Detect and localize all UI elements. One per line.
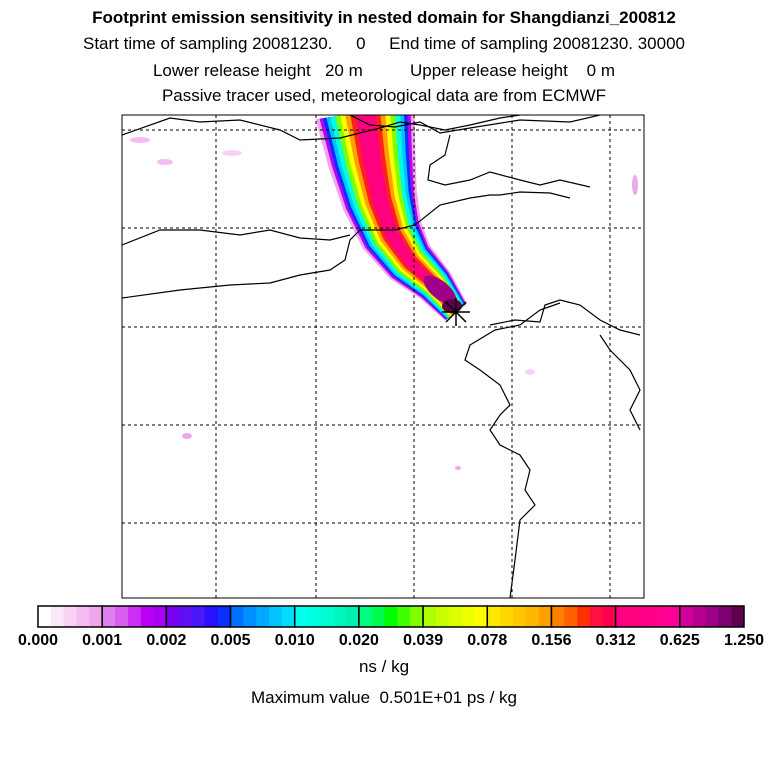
colorbar-swatch — [692, 606, 706, 627]
colorbar-swatch — [204, 606, 219, 627]
colorbar-swatch — [256, 606, 270, 627]
colorbar-swatch — [230, 606, 244, 627]
colorbar-tick-label: 0.010 — [275, 632, 315, 649]
colorbar-tick-label: 1.250 — [724, 632, 764, 649]
colorbar-swatch — [500, 606, 514, 627]
release-height-line: Lower release height 20 m Upper release … — [152, 61, 616, 80]
colorbar-swatch — [705, 606, 719, 627]
colorbar-swatch — [538, 606, 552, 627]
colorbar-swatch — [358, 606, 373, 627]
colorbar-swatch — [525, 606, 540, 627]
colorbar-swatch — [76, 606, 90, 627]
colorbar-swatch — [281, 606, 296, 627]
plume-core — [423, 275, 457, 305]
colorbar-swatch — [320, 606, 334, 627]
receptor-marker-icon — [442, 298, 470, 326]
colorbar-tick-label: 0.156 — [531, 632, 571, 649]
colorbar-swatch — [371, 606, 386, 627]
colorbar-tick-label: 0.000 — [18, 632, 58, 649]
colorbar-swatch — [654, 606, 668, 627]
tracer-info-line: Passive tracer used, meteorological data… — [161, 86, 607, 105]
colorbar-swatch — [615, 606, 629, 627]
colorbar-swatch — [410, 606, 424, 627]
colorbar-swatch — [38, 606, 52, 627]
colorbar-tick-label: 0.020 — [339, 632, 379, 649]
colorbar-swatch — [397, 606, 411, 627]
colorbar-swatch — [243, 606, 257, 627]
colorbar-swatch — [461, 606, 475, 627]
colorbar-swatch — [192, 606, 206, 627]
colorbar-swatch — [474, 606, 488, 627]
colorbar-swatch — [679, 606, 694, 627]
colorbar-tick-label: 0.002 — [146, 632, 186, 649]
colorbar-swatch — [551, 606, 565, 627]
colorbar-swatch — [179, 606, 193, 627]
colorbar-swatch — [217, 606, 232, 627]
colorbar-swatch — [512, 606, 527, 627]
colorbar-swatch — [423, 606, 437, 627]
colorbar-swatch — [346, 606, 360, 627]
colorbar-segment — [679, 605, 745, 628]
colorbar-swatch — [89, 606, 103, 627]
plume-band — [355, 115, 459, 314]
colorbar-swatch — [153, 606, 167, 627]
max-value-label: Maximum value 0.501E+01 ps / kg — [251, 688, 517, 707]
colorbar-swatch — [564, 606, 578, 627]
colorbar-swatch — [115, 606, 129, 627]
colorbar-swatch — [589, 606, 604, 627]
colorbar-swatch — [602, 606, 617, 627]
colorbar-unit-label: ns / kg — [358, 657, 410, 676]
colorbar-tick-label: 0.039 — [403, 632, 443, 649]
colorbar-swatch — [641, 606, 655, 627]
colorbar-swatch — [294, 606, 309, 627]
colorbar-swatch — [307, 606, 321, 627]
colorbar-swatch — [166, 606, 180, 627]
colorbar-swatch — [269, 606, 283, 627]
colorbar-swatch — [333, 606, 347, 627]
colorbar-swatch — [628, 606, 642, 627]
footprint-plume — [315, 115, 468, 321]
colorbar-swatch — [666, 606, 681, 627]
colorbar-swatch — [127, 606, 142, 627]
coastlines — [122, 115, 641, 598]
chart-title: Footprint emission sensitivity in nested… — [92, 8, 676, 27]
colorbar-swatch — [577, 606, 591, 627]
lat-lon-grid — [122, 115, 644, 598]
low-sensitivity-patches — [130, 137, 638, 470]
colorbar-tick-label: 0.001 — [82, 632, 122, 649]
colorbar-tick-label: 0.078 — [467, 632, 507, 649]
colorbar-swatch — [63, 606, 78, 627]
sampling-time-line: Start time of sampling 20081230. 0 End t… — [83, 34, 685, 53]
plume-core — [442, 299, 462, 313]
colorbar-swatch — [384, 606, 398, 627]
colorbar-swatch — [487, 606, 501, 627]
colorbar-swatch — [140, 606, 155, 627]
colorbar-swatch — [718, 606, 732, 627]
colorbar-swatch — [448, 606, 463, 627]
colorbar: 0.000 0.001 0.002 0.005 0.010 0.020 0.039 0.078… — [18, 605, 764, 649]
colorbar-tick-label: 0.312 — [596, 632, 636, 649]
colorbar-tick-label: 0.625 — [660, 632, 700, 649]
colorbar-swatch — [50, 606, 65, 627]
colorbar-swatch — [731, 606, 745, 627]
colorbar-tick-label: 0.005 — [211, 632, 251, 649]
colorbar-swatch — [435, 606, 450, 627]
colorbar-swatch — [102, 606, 116, 627]
map-frame — [121, 114, 645, 599]
